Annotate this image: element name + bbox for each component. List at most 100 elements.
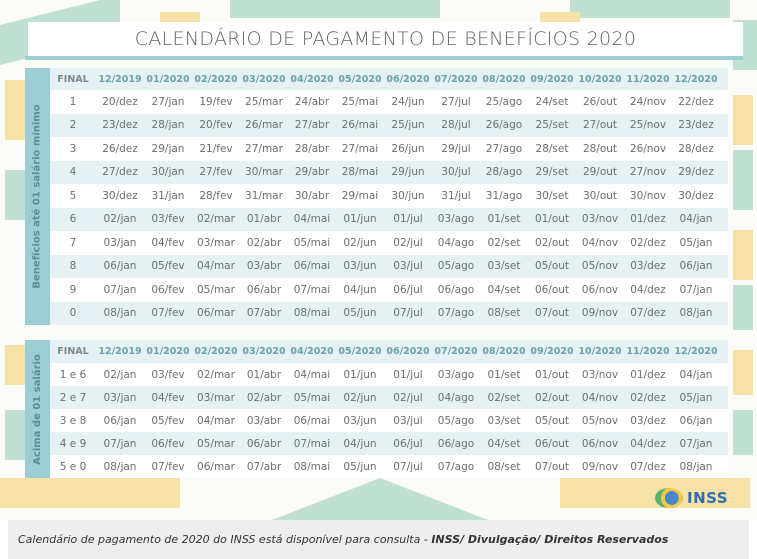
date-cell: 07/out <box>534 460 570 473</box>
date-cell: 24/nov <box>629 95 667 108</box>
date-cell: 08/set <box>487 460 521 473</box>
date-cell: 30/abr <box>294 189 330 202</box>
column-header: 02/2020 <box>194 346 238 357</box>
date-cell: 04/jun <box>343 283 377 296</box>
column-header: 10/2020 <box>578 346 622 357</box>
date-cell: 03/set <box>487 260 521 273</box>
date-cell: 26/nov <box>629 142 667 155</box>
date-cell: 29/set <box>535 166 569 179</box>
column-header: 08/2020 <box>482 73 526 85</box>
date-cell: 01/jun <box>343 213 377 226</box>
date-cell: 03/abr <box>246 260 282 273</box>
column-header: 12/2020 <box>674 73 718 85</box>
date-cell: 07/ago <box>437 307 475 320</box>
date-cell: 28/dez <box>678 142 714 155</box>
date-cell: 21/fev <box>199 142 233 155</box>
date-cell: 30/jan <box>151 166 185 179</box>
date-cell: 05/out <box>534 414 570 427</box>
final-digit-cell: 6 <box>69 213 77 226</box>
date-cell: 30/dez <box>678 189 714 202</box>
date-cell: 24/set <box>535 95 569 108</box>
table-header-row: FINAL 12/2019 01/2020 02/2020 03/2020 04… <box>50 68 728 90</box>
date-cell: 02/abr <box>246 391 282 404</box>
date-cell: 06/nov <box>581 283 619 296</box>
decor-shape <box>733 410 753 455</box>
date-cell: 05/ago <box>437 414 475 427</box>
date-cell: 03/jun <box>343 260 377 273</box>
decor-shape <box>5 80 25 140</box>
date-cell: 28/set <box>535 142 569 155</box>
date-cell: 23/dez <box>678 119 714 132</box>
decor-shape <box>5 170 25 220</box>
date-cell: 04/mar <box>197 260 235 273</box>
date-cell: 08/mai <box>293 460 331 473</box>
table-row: 5 e 0 08/jan 07/fev 06/mar 07/abr 08/mai 05/ju… <box>50 455 728 478</box>
date-cell: 08/jan <box>679 307 713 320</box>
date-cell: 07/dez <box>630 460 666 473</box>
column-header: 12/2019 <box>98 73 142 85</box>
date-cell: 26/ago <box>485 119 523 132</box>
date-cell: 25/jun <box>391 119 425 132</box>
date-cell: 01/out <box>534 368 570 381</box>
date-cell: 28/ago <box>485 166 523 179</box>
date-cell: 27/jul <box>441 95 471 108</box>
column-header: 03/2020 <box>242 346 286 357</box>
date-cell: 06/mai <box>293 260 331 273</box>
table-row: 2 e 7 03/jan 04/fev 03/mar 02/abr 05/mai 02/ju… <box>50 386 728 409</box>
column-header: 03/2020 <box>242 73 286 85</box>
date-cell: 01/jul <box>393 213 423 226</box>
inss-globe-icon <box>655 488 683 508</box>
final-digit-cell: 9 <box>69 283 77 296</box>
date-cell: 07/out <box>534 307 570 320</box>
date-cell: 05/mar <box>197 437 235 450</box>
inss-logo: INSS <box>655 488 728 508</box>
column-header: 06/2020 <box>386 73 430 85</box>
date-cell: 01/jul <box>393 368 423 381</box>
date-cell: 05/jan <box>679 391 713 404</box>
date-cell: 04/ago <box>437 391 475 404</box>
final-digit-cell: 3 <box>69 142 77 155</box>
date-cell: 03/nov <box>581 213 619 226</box>
date-cell: 06/ago <box>437 437 475 450</box>
date-cell: 02/mar <box>197 213 235 226</box>
final-digit-cell: 3 e 8 <box>59 414 87 427</box>
date-cell: 01/set <box>487 368 521 381</box>
table-body: 1 e 6 02/jan 03/fev 02/mar 01/abr 04/mai 01/ju… <box>50 363 728 478</box>
column-header: 05/2020 <box>338 73 382 85</box>
final-digit-cell: 5 e 0 <box>59 460 87 473</box>
date-cell: 07/jul <box>393 307 423 320</box>
date-cell: 08/jan <box>103 307 137 320</box>
column-header: 02/2020 <box>194 73 238 85</box>
date-cell: 27/dez <box>102 166 138 179</box>
date-cell: 31/ago <box>485 189 523 202</box>
final-digit-cell: 4 <box>69 166 77 179</box>
date-cell: 07/dez <box>630 307 666 320</box>
date-cell: 30/dez <box>102 189 138 202</box>
date-cell: 02/abr <box>246 236 282 249</box>
final-digit-cell: 8 <box>69 260 77 273</box>
date-cell: 05/jan <box>679 236 713 249</box>
date-cell: 06/jul <box>393 437 423 450</box>
date-cell: 03/jan <box>103 236 137 249</box>
column-header: 06/2020 <box>386 346 430 357</box>
date-cell: 28/jan <box>151 119 185 132</box>
date-cell: 01/dez <box>630 213 666 226</box>
date-cell: 25/ago <box>485 95 523 108</box>
date-cell: 31/jul <box>441 189 471 202</box>
column-header: 08/2020 <box>482 346 526 357</box>
column-header: FINAL <box>57 346 89 357</box>
column-header: 10/2020 <box>578 73 622 85</box>
date-cell: 06/mar <box>197 460 235 473</box>
table-row: 5 30/dez 31/jan 28/fev 31/mar 30/abr 29/mai 30/… <box>50 184 728 208</box>
date-cell: 01/out <box>534 213 570 226</box>
date-cell: 03/nov <box>581 368 619 381</box>
date-cell: 06/ago <box>437 283 475 296</box>
date-cell: 03/abr <box>246 414 282 427</box>
table-row: 3 e 8 06/jan 05/fev 04/mar 03/abr 06/mai 03/ju… <box>50 409 728 432</box>
date-cell: 07/mai <box>293 437 331 450</box>
date-cell: 02/jul <box>393 236 423 249</box>
date-cell: 04/fev <box>151 236 185 249</box>
side-label-above: Acima de 01 salário <box>25 340 50 478</box>
column-header: 11/2020 <box>626 346 670 357</box>
column-header: 07/2020 <box>434 73 478 85</box>
